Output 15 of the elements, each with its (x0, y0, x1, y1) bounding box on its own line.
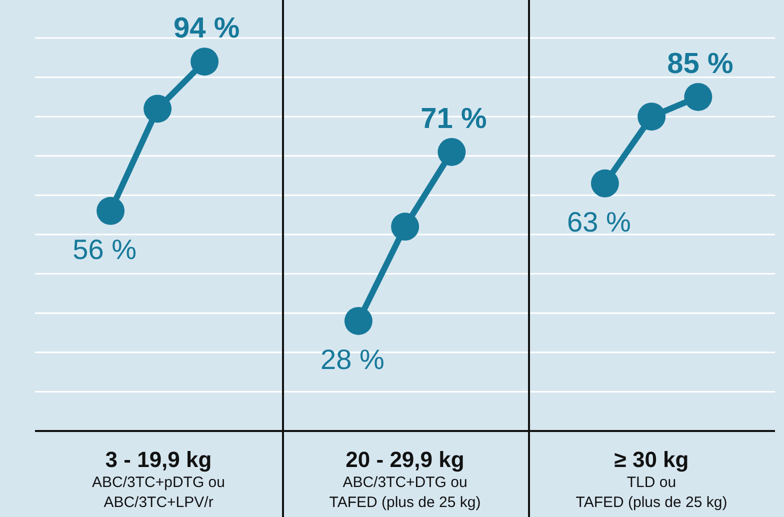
x-axis-title: 3 - 19,9 kg (104, 447, 213, 473)
text: ABC/3TC+LPV/r (102, 493, 214, 513)
text: TAFED (plus de 25 kg) (328, 493, 482, 513)
text: ABC/3TC+pDTG ou (91, 473, 226, 493)
text: TAFED (plus de 25 kg) (574, 493, 728, 513)
text: ABC/3TC+DTG ou (342, 473, 468, 493)
x-axis-title: ≥ 30 kg (613, 447, 690, 473)
data-label: 85 % (667, 48, 734, 80)
x-axis-title: 20 - 29,9 kg (344, 447, 466, 473)
data-label: 71 % (420, 102, 487, 135)
text: TLD ou (626, 473, 678, 493)
data-label: 56 % (72, 234, 136, 265)
data-label: 28 % (320, 344, 384, 375)
data-label: 94 % (174, 12, 240, 45)
data-label: 63 % (567, 206, 631, 238)
